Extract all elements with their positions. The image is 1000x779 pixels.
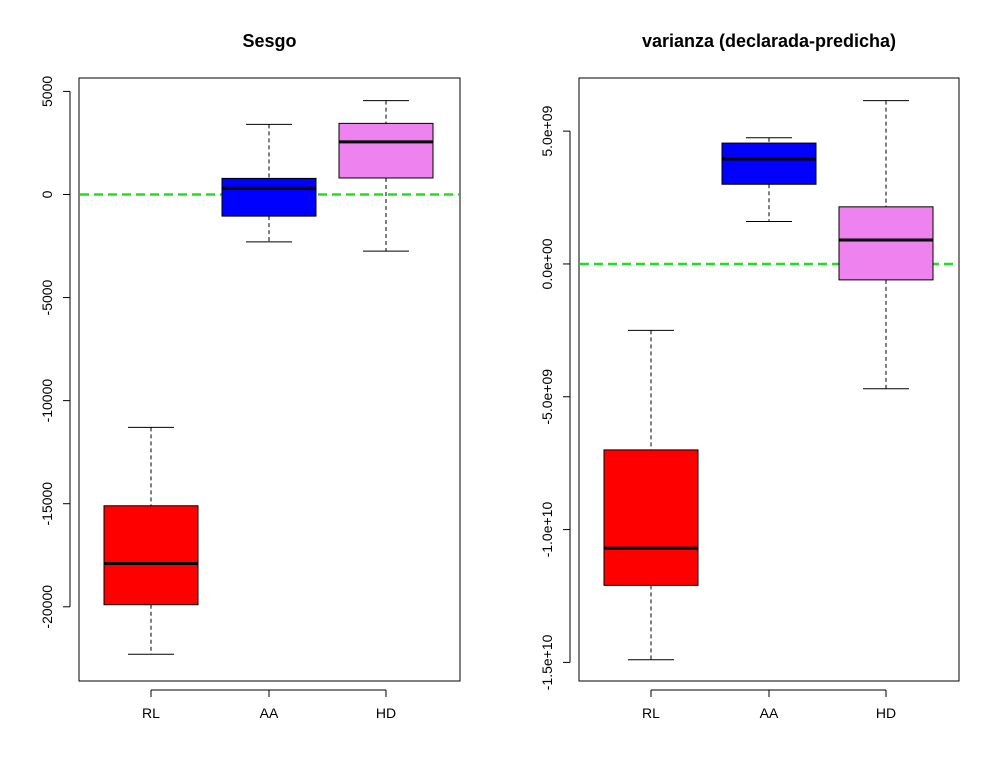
x-tick-label: RL: [142, 705, 160, 721]
plot-frame: [578, 77, 960, 682]
y-tick-label: -10000: [39, 379, 55, 423]
y-tick-label: -1.0e+10: [539, 502, 555, 558]
x-tick-label: AA: [760, 705, 779, 721]
x-tick-label: AA: [260, 705, 279, 721]
plot-frame: [78, 77, 461, 682]
box-hd: [838, 100, 934, 390]
y-tick-label: 0.0e+00: [539, 238, 555, 289]
iqr-box: [838, 206, 934, 281]
y-tick-label: -1.5e+10: [539, 634, 555, 690]
chart-title: Sesgo: [242, 31, 296, 51]
x-tick-label: RL: [642, 705, 660, 721]
iqr-box: [103, 505, 199, 606]
box-aa: [221, 123, 317, 243]
y-tick-label: -5.0e+09: [539, 369, 555, 425]
box-rl: [603, 329, 699, 661]
box-hd: [338, 100, 434, 252]
y-tick-label: 5000: [39, 76, 55, 107]
panel-varianza: varianza (declarada-predicha) 5.0e+09 0.0e…: [539, 31, 960, 721]
y-tick-label: 5.0e+09: [539, 105, 555, 156]
chart-title: varianza (declarada-predicha): [642, 31, 896, 51]
y-tick-label: -5000: [39, 279, 55, 315]
x-tick-label: HD: [876, 705, 896, 721]
x-tick-label: HD: [376, 705, 396, 721]
y-tick-label: 0: [39, 190, 55, 198]
iqr-box: [338, 122, 434, 179]
y-tick-label: -20000: [39, 585, 55, 629]
y-tick-label: -15000: [39, 482, 55, 526]
iqr-box: [721, 142, 817, 185]
panel-sesgo: Sesgo 5000 0 -5000 -10000 -15000 -20000 RL AA HD: [39, 31, 461, 721]
box-rl: [103, 426, 199, 655]
box-aa: [721, 137, 817, 222]
iqr-box: [221, 177, 317, 217]
iqr-box: [603, 449, 699, 586]
